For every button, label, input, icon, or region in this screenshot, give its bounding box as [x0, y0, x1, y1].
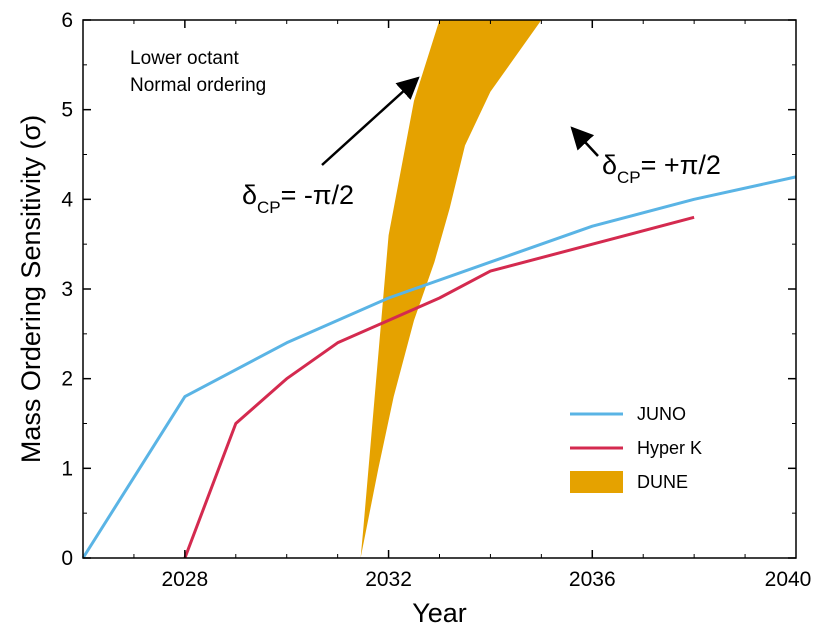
x-tick-label: 2028 [161, 568, 208, 591]
y-tick-label: 1 [61, 457, 73, 480]
y-tick-label: 3 [61, 278, 73, 301]
dune-band-layer [360, 20, 644, 558]
arrow-plus-pi [570, 126, 599, 157]
legend-label: JUNO [637, 404, 686, 424]
dune-band [360, 20, 644, 558]
series-line-hyper-k [183, 215, 695, 559]
label-delta-minus: δCP= -π/2 [242, 180, 354, 217]
series-lines-layer [81, 175, 797, 559]
x-axis-title: Year [412, 598, 467, 628]
note-ordering: Normal ordering [130, 75, 266, 96]
series-line-juno [81, 175, 797, 559]
y-tick-label: 6 [61, 9, 73, 32]
axis-ticks: 0 1 2 3 4 5 6 2028 2032 2036 2040 [61, 9, 811, 591]
legend-label: DUNE [637, 472, 688, 492]
label-delta-plus: δCP= +π/2 [602, 150, 721, 187]
x-tick-label: 2040 [765, 568, 812, 591]
y-tick-label: 2 [61, 368, 73, 391]
y-tick-label: 4 [61, 188, 73, 211]
x-tick-label: 2036 [569, 568, 616, 591]
dune-annotations: δCP= -π/2 δCP= +π/2 [242, 76, 721, 217]
y-tick-label: 0 [61, 547, 73, 570]
arrow-minus-pi [321, 76, 420, 166]
legend-label: Hyper K [637, 438, 702, 458]
legend: JUNO Hyper K DUNE [570, 404, 702, 493]
y-tick-label: 5 [61, 99, 73, 122]
legend-swatch [570, 471, 623, 493]
y-axis-title: Mass Ordering Sensitivity (σ) [16, 115, 46, 463]
x-tick-label: 2032 [365, 568, 412, 591]
note-octant: Lower octant [130, 48, 240, 69]
